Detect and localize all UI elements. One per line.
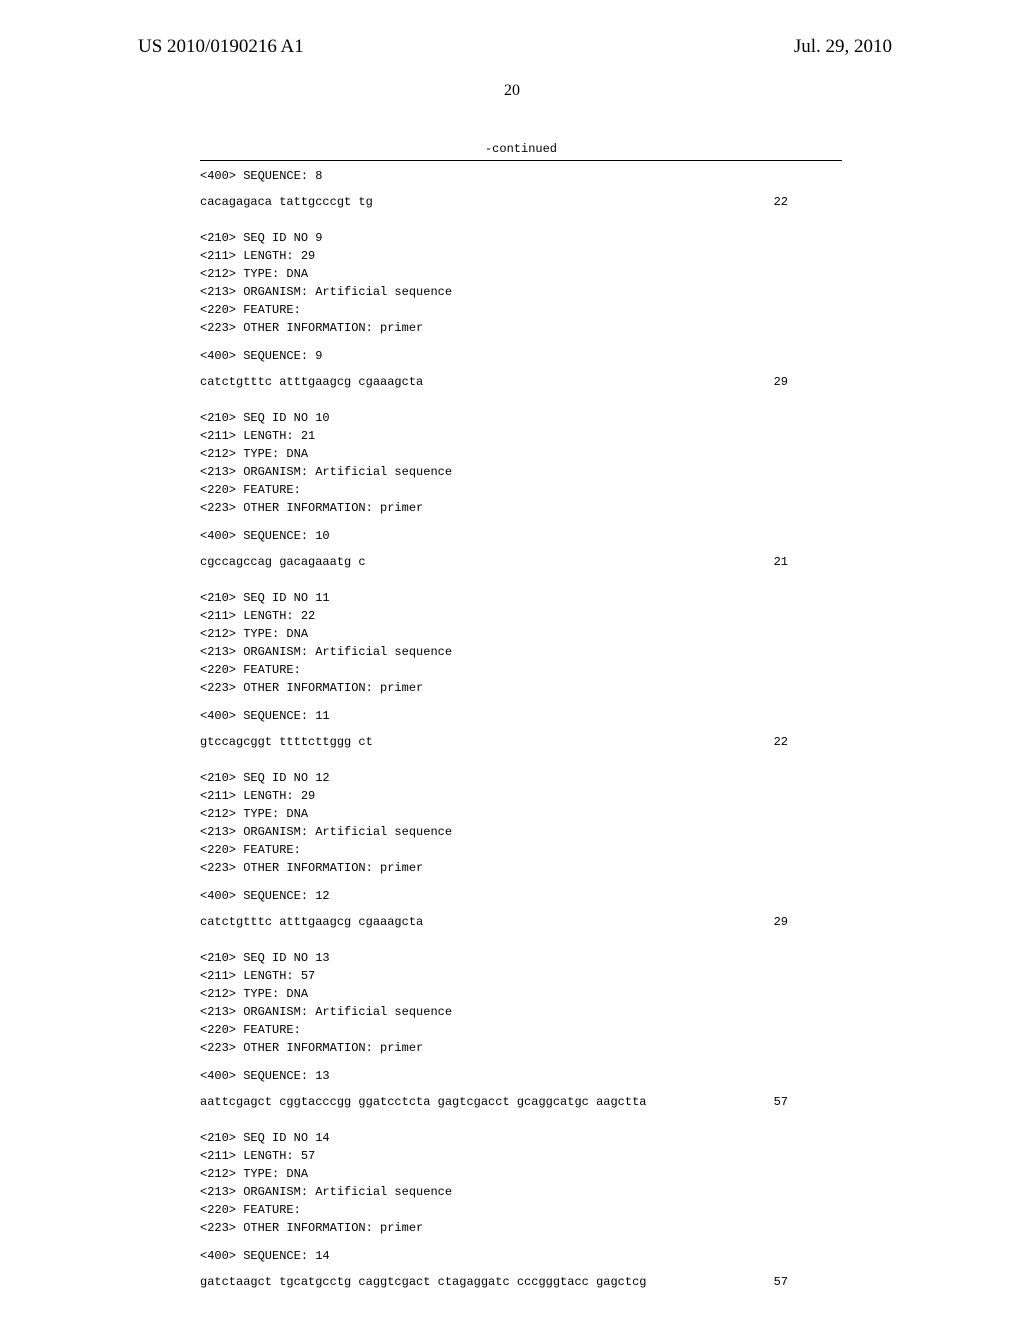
sequence-block: <210> SEQ ID NO 12<211> LENGTH: 29<212> … xyxy=(200,769,842,931)
sequence-meta-line xyxy=(200,1057,842,1067)
sequence-line: cgccagccag gacagaaatg c 21 xyxy=(200,553,842,571)
sequence-meta-line xyxy=(200,1237,842,1247)
sequence-length: 29 xyxy=(774,373,788,391)
sequence-meta-line: <211> LENGTH: 21 xyxy=(200,427,842,445)
sequence-meta-line: <211> LENGTH: 57 xyxy=(200,967,842,985)
divider xyxy=(200,160,842,161)
sequence-meta-line: <220> FEATURE: xyxy=(200,1201,842,1219)
sequence-meta: <210> SEQ ID NO 13<211> LENGTH: 57<212> … xyxy=(200,949,842,1085)
sequence-meta: <210> SEQ ID NO 12<211> LENGTH: 29<212> … xyxy=(200,769,842,905)
sequence-meta-line: <400> SEQUENCE: 8 xyxy=(200,167,842,185)
sequence-meta-line: <223> OTHER INFORMATION: primer xyxy=(200,319,842,337)
sequence-line: cacagagaca tattgcccgt tg 22 xyxy=(200,193,842,211)
sequence-text: cacagagaca tattgcccgt tg xyxy=(200,193,373,211)
sequence-line: aattcgagct cggtacccgg ggatcctcta gagtcga… xyxy=(200,1093,842,1111)
sequence-listing: -continued <400> SEQUENCE: 8 cacagagaca t… xyxy=(200,140,842,1291)
sequence-line: gatctaagct tgcatgcctg caggtcgact ctagagg… xyxy=(200,1273,842,1291)
continued-label: -continued xyxy=(200,140,842,158)
sequence-meta-line: <211> LENGTH: 22 xyxy=(200,607,842,625)
sequence-meta-line: <212> TYPE: DNA xyxy=(200,445,842,463)
publication-date: Jul. 29, 2010 xyxy=(794,36,892,58)
sequence-meta: <210> SEQ ID NO 14<211> LENGTH: 57<212> … xyxy=(200,1129,842,1265)
sequence-length: 22 xyxy=(774,193,788,211)
sequence-length: 29 xyxy=(774,913,788,931)
sequence-meta-line: <400> SEQUENCE: 10 xyxy=(200,527,842,545)
sequence-text: catctgtttc atttgaagcg cgaaagcta xyxy=(200,913,423,931)
sequence-meta-line: <212> TYPE: DNA xyxy=(200,805,842,823)
sequence-meta-line: <213> ORGANISM: Artificial sequence xyxy=(200,1183,842,1201)
sequence-line: catctgtttc atttgaagcg cgaaagcta 29 xyxy=(200,373,842,391)
publication-number: US 2010/0190216 A1 xyxy=(138,36,304,58)
sequence-meta-line: <213> ORGANISM: Artificial sequence xyxy=(200,283,842,301)
sequence-meta-line: <213> ORGANISM: Artificial sequence xyxy=(200,1003,842,1021)
sequence-text: gtccagcggt ttttcttggg ct xyxy=(200,733,373,751)
sequence-block: <210> SEQ ID NO 9<211> LENGTH: 29<212> T… xyxy=(200,229,842,391)
sequence-meta: <210> SEQ ID NO 10<211> LENGTH: 21<212> … xyxy=(200,409,842,545)
sequence-meta: <400> SEQUENCE: 8 xyxy=(200,167,842,185)
sequence-meta-line: <223> OTHER INFORMATION: primer xyxy=(200,1039,842,1057)
sequence-meta-line: <223> OTHER INFORMATION: primer xyxy=(200,1219,842,1237)
sequence-meta-line: <212> TYPE: DNA xyxy=(200,1165,842,1183)
page-number: 20 xyxy=(0,82,1024,100)
sequence-block: <210> SEQ ID NO 14<211> LENGTH: 57<212> … xyxy=(200,1129,842,1291)
sequence-meta-line xyxy=(200,697,842,707)
sequence-block: <210> SEQ ID NO 11<211> LENGTH: 22<212> … xyxy=(200,589,842,751)
sequence-length: 57 xyxy=(774,1273,788,1291)
sequence-length: 57 xyxy=(774,1093,788,1111)
sequence-length: 22 xyxy=(774,733,788,751)
sequence-meta-line: <210> SEQ ID NO 13 xyxy=(200,949,842,967)
sequence-meta-line: <213> ORGANISM: Artificial sequence xyxy=(200,823,842,841)
sequence-text: catctgtttc atttgaagcg cgaaagcta xyxy=(200,373,423,391)
sequence-meta-line: <211> LENGTH: 29 xyxy=(200,787,842,805)
sequence-meta-line: <400> SEQUENCE: 13 xyxy=(200,1067,842,1085)
sequence-meta-line: <211> LENGTH: 57 xyxy=(200,1147,842,1165)
sequence-meta: <210> SEQ ID NO 11<211> LENGTH: 22<212> … xyxy=(200,589,842,725)
sequence-text: aattcgagct cggtacccgg ggatcctcta gagtcga… xyxy=(200,1093,646,1111)
sequence-line: gtccagcggt ttttcttggg ct 22 xyxy=(200,733,842,751)
sequence-meta-line: <223> OTHER INFORMATION: primer xyxy=(200,679,842,697)
sequence-meta-line: <213> ORGANISM: Artificial sequence xyxy=(200,643,842,661)
sequence-meta-line: <210> SEQ ID NO 11 xyxy=(200,589,842,607)
sequence-meta-line: <210> SEQ ID NO 9 xyxy=(200,229,842,247)
sequence-meta-line: <220> FEATURE: xyxy=(200,661,842,679)
sequence-block: <210> SEQ ID NO 10<211> LENGTH: 21<212> … xyxy=(200,409,842,571)
sequence-meta-line: <211> LENGTH: 29 xyxy=(200,247,842,265)
sequence-meta-line: <400> SEQUENCE: 12 xyxy=(200,887,842,905)
sequence-meta-line xyxy=(200,337,842,347)
sequence-meta-line: <223> OTHER INFORMATION: primer xyxy=(200,859,842,877)
sequence-length: 21 xyxy=(774,553,788,571)
sequence-text: gatctaagct tgcatgcctg caggtcgact ctagagg… xyxy=(200,1273,646,1291)
sequence-block: <210> SEQ ID NO 13<211> LENGTH: 57<212> … xyxy=(200,949,842,1111)
sequence-meta-line: <210> SEQ ID NO 12 xyxy=(200,769,842,787)
sequence-meta-line xyxy=(200,877,842,887)
sequence-meta-line: <210> SEQ ID NO 14 xyxy=(200,1129,842,1147)
sequence-meta-line xyxy=(200,517,842,527)
sequence-meta-line: <212> TYPE: DNA xyxy=(200,265,842,283)
sequence-meta-line: <400> SEQUENCE: 14 xyxy=(200,1247,842,1265)
sequence-meta-line: <212> TYPE: DNA xyxy=(200,985,842,1003)
sequence-meta-line: <223> OTHER INFORMATION: primer xyxy=(200,499,842,517)
sequence-meta-line: <220> FEATURE: xyxy=(200,301,842,319)
sequence-meta: <210> SEQ ID NO 9<211> LENGTH: 29<212> T… xyxy=(200,229,842,365)
sequence-meta-line: <212> TYPE: DNA xyxy=(200,625,842,643)
sequence-meta-line: <213> ORGANISM: Artificial sequence xyxy=(200,463,842,481)
sequence-text: cgccagccag gacagaaatg c xyxy=(200,553,366,571)
sequence-meta-line: <400> SEQUENCE: 9 xyxy=(200,347,842,365)
sequence-line: catctgtttc atttgaagcg cgaaagcta 29 xyxy=(200,913,842,931)
sequence-meta-line: <220> FEATURE: xyxy=(200,841,842,859)
sequence-meta-line: <210> SEQ ID NO 10 xyxy=(200,409,842,427)
sequence-meta-line: <400> SEQUENCE: 11 xyxy=(200,707,842,725)
sequence-block: <400> SEQUENCE: 8 cacagagaca tattgcccgt t… xyxy=(200,167,842,211)
sequence-meta-line: <220> FEATURE: xyxy=(200,1021,842,1039)
sequence-meta-line: <220> FEATURE: xyxy=(200,481,842,499)
